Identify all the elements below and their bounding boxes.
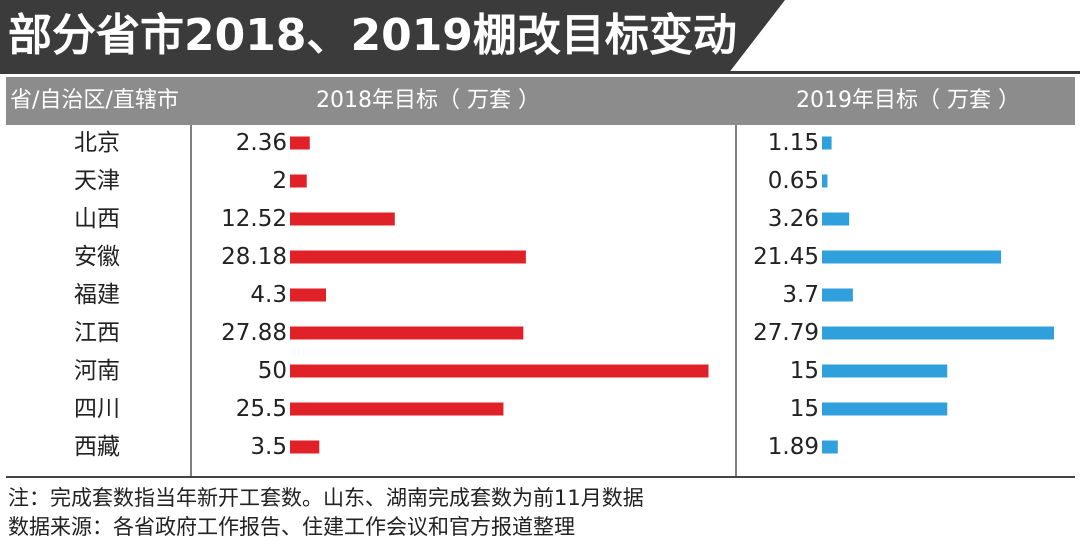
bar-2019: [822, 250, 1002, 264]
data-label-2018: 27.88: [221, 320, 287, 346]
bar-2018: [290, 326, 524, 340]
bar-2019: [822, 326, 1055, 340]
data-label-2018: 2.36: [236, 130, 287, 156]
data-label-2019: 21.45: [753, 244, 819, 270]
data-label-2019: 15: [790, 358, 819, 384]
bar-2019: [822, 288, 853, 302]
title-band-shape: [0, 0, 1080, 74]
category-label: 西藏: [74, 434, 120, 460]
data-label-2018: 2: [272, 168, 287, 194]
chart-title: 部分省市2018、2019棚改目标变动: [8, 10, 737, 61]
header-2019: 2019年目标（ 万套 ）: [796, 88, 1020, 113]
data-label-2018: 50: [258, 358, 287, 384]
data-label-2019: 3.26: [768, 206, 819, 232]
header-province: 省/自治区/直辖市: [10, 88, 179, 113]
table-header: 省/自治区/直辖市 2018年目标（ 万套 ） 2019年目标（ 万套 ）: [6, 77, 1075, 125]
data-label-2018: 12.52: [221, 206, 287, 232]
category-label: 安徽: [74, 244, 120, 270]
category-label: 四川: [74, 396, 120, 422]
data-label-2019: 27.79: [753, 320, 819, 346]
bar-2018: [290, 136, 310, 150]
bar-2018: [290, 402, 504, 416]
bar-2018: [290, 440, 320, 454]
category-label: 河南: [74, 358, 120, 384]
data-label-2019: 1.15: [768, 130, 819, 156]
bar-2019: [822, 212, 850, 226]
bar-2018: [290, 364, 709, 378]
data-label-2019: 0.65: [768, 168, 819, 194]
header-2018: 2018年目标（ 万套 ）: [316, 88, 540, 113]
data-label-2018: 28.18: [221, 244, 287, 270]
category-label: 北京: [74, 130, 120, 156]
title-band: 部分省市2018、2019棚改目标变动: [0, 0, 1080, 74]
data-label-2018: 4.3: [250, 282, 287, 308]
bar-2018: [290, 250, 526, 264]
data-label-2018: 25.5: [236, 396, 287, 422]
data-label-2018: 3.5: [250, 434, 287, 460]
category-label: 山西: [74, 206, 120, 232]
bar-2018: [290, 174, 307, 188]
note-line: 注：完成套数指当年新开工套数。山东、湖南完成套数为前11月数据: [8, 486, 644, 510]
bar-2019: [822, 174, 828, 188]
category-label: 江西: [74, 320, 120, 346]
data-label-2019: 3.7: [782, 282, 819, 308]
bar-2019: [822, 440, 838, 454]
bar-2018: [290, 288, 326, 302]
category-label: 福建: [74, 282, 120, 308]
source-line: 数据来源：各省政府工作报告、住建工作会议和官方报道整理: [8, 515, 575, 539]
category-label: 天津: [74, 168, 120, 194]
bar-2019: [822, 364, 948, 378]
bar-2018: [290, 212, 395, 226]
bar-2019: [822, 136, 832, 150]
data-label-2019: 15: [790, 396, 819, 422]
bar-chart: 北京 2.36 1.15 天津 2 0.65 山西 12.52 3.26 安徽 28.18 21.45…: [6, 125, 1075, 478]
bar-2019: [822, 402, 948, 416]
notes: 注：完成套数指当年新开工套数。山东、湖南完成套数为前11月数据 数据来源：各省政…: [8, 484, 1074, 542]
data-label-2019: 1.89: [768, 434, 819, 460]
